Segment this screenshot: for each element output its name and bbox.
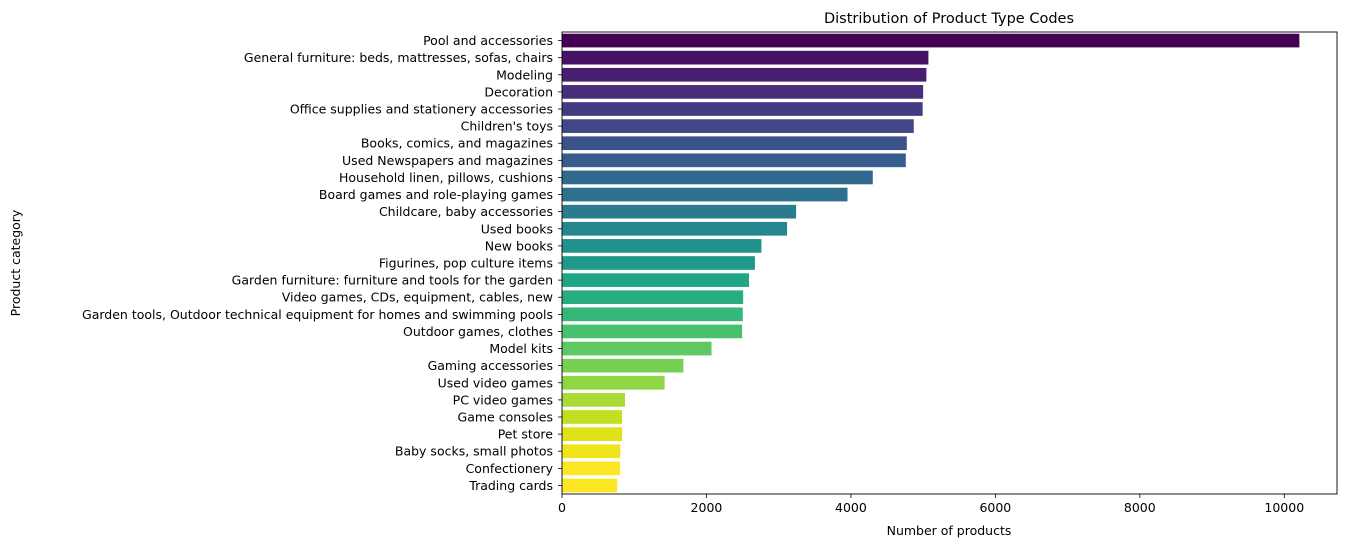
y-tick-label: Children's toys (461, 119, 553, 134)
plot-frame (561, 31, 1338, 495)
x-tick-label: 0 (558, 500, 566, 515)
y-tick-label: Garden furniture: furniture and tools fo… (232, 273, 553, 288)
bar (562, 324, 743, 339)
x-axis-title: Number of products (887, 523, 1012, 538)
bar (562, 153, 906, 168)
y-tick-label: Books, comics, and magazines (361, 136, 553, 151)
bar (562, 67, 927, 82)
bar (562, 290, 744, 305)
bar (562, 170, 873, 185)
bar (562, 204, 797, 219)
y-tick-label: Confectionery (466, 461, 554, 476)
x-tick-label: 6000 (979, 500, 1011, 515)
y-tick-label: Household linen, pillows, cushions (339, 170, 553, 185)
y-tick-label: Pool and accessories (423, 33, 553, 48)
bar (562, 307, 743, 322)
bar (562, 136, 907, 151)
bars-group (562, 33, 1300, 493)
bar (562, 85, 924, 99)
bar (562, 410, 623, 424)
bar (562, 341, 712, 356)
x-tick-label: 10000 (1264, 500, 1304, 515)
y-axis-title: Product category (8, 209, 23, 316)
y-tick-label: Gaming accessories (428, 358, 553, 373)
bar (562, 375, 665, 390)
y-tick-label: Video games, CDs, equipment, cables, new (282, 290, 553, 305)
y-tick-label: Game consoles (458, 410, 553, 425)
y-tick-label: Baby socks, small photos (395, 444, 553, 459)
y-tick-label: PC video games (453, 392, 553, 407)
y-tick-label: Used video games (438, 375, 553, 390)
y-tick-label: New books (485, 238, 553, 253)
x-tick-label: 8000 (1124, 500, 1156, 515)
bar (562, 273, 749, 287)
bar (562, 256, 755, 270)
y-tick-label: General furniture: beds, mattresses, sof… (244, 50, 553, 65)
y-tick-label: Model kits (489, 341, 553, 356)
y-tick-label: Board games and role-playing games (319, 187, 553, 202)
y-tick-label: Pet store (498, 427, 554, 442)
x-axis-ticks: 0 2000 4000 6000 8000 10000 (558, 494, 1304, 515)
y-tick-label: Used books (481, 221, 553, 236)
y-tick-label: Outdoor games, clothes (403, 324, 553, 339)
y-tick-label: Childcare, baby accessories (379, 204, 553, 219)
bar (562, 444, 621, 459)
bar (562, 358, 684, 373)
bar (562, 33, 1300, 48)
bar (562, 102, 923, 116)
x-tick-label: 2000 (691, 500, 723, 515)
y-tick-label: Figurines, pop culture items (379, 256, 553, 271)
y-tick-label: Decoration (484, 84, 553, 99)
y-tick-label: Trading cards (468, 478, 553, 493)
y-tick-label: Used Newspapers and magazines (342, 153, 553, 168)
x-tick-label: 4000 (835, 500, 867, 515)
bar (562, 221, 788, 236)
bar (562, 478, 618, 493)
y-tick-labels: Pool and accessories General furniture: b… (82, 33, 562, 493)
bar (562, 50, 929, 65)
bar (562, 119, 914, 133)
y-tick-label: Modeling (496, 67, 553, 82)
bar (562, 187, 848, 202)
y-tick-label: Office supplies and stationery accessori… (290, 102, 553, 117)
bar (562, 427, 623, 441)
bar (562, 239, 762, 253)
y-tick-label: Garden tools, Outdoor technical equipmen… (82, 307, 553, 322)
chart-title: Distribution of Product Type Codes (824, 11, 1074, 27)
bar (562, 461, 620, 476)
bar (562, 393, 625, 407)
